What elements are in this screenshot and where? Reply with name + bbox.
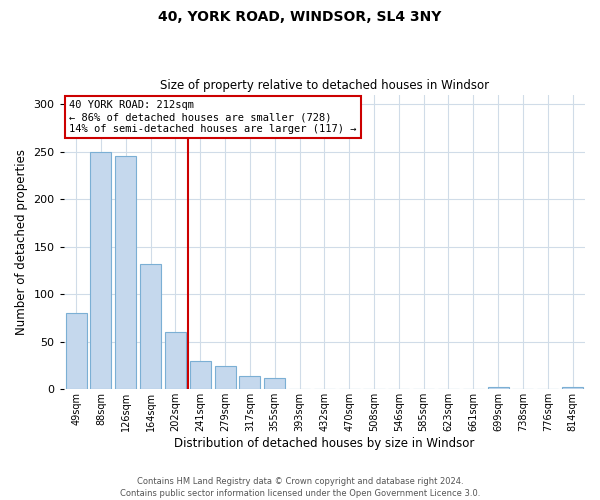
Bar [140,264,161,390]
Bar [165,332,186,390]
Y-axis label: Number of detached properties: Number of detached properties [15,149,28,335]
Bar [215,366,236,390]
Bar [562,388,583,390]
Bar [190,361,211,390]
Text: 40 YORK ROAD: 212sqm
← 86% of detached houses are smaller (728)
14% of semi-deta: 40 YORK ROAD: 212sqm ← 86% of detached h… [69,100,356,134]
X-axis label: Distribution of detached houses by size in Windsor: Distribution of detached houses by size … [174,437,475,450]
Text: 40, YORK ROAD, WINDSOR, SL4 3NY: 40, YORK ROAD, WINDSOR, SL4 3NY [158,10,442,24]
Bar [488,388,509,390]
Bar [91,152,112,390]
Bar [115,156,136,390]
Title: Size of property relative to detached houses in Windsor: Size of property relative to detached ho… [160,79,489,92]
Bar [65,313,86,390]
Text: Contains HM Land Registry data © Crown copyright and database right 2024.
Contai: Contains HM Land Registry data © Crown c… [120,476,480,498]
Bar [239,376,260,390]
Bar [264,378,285,390]
